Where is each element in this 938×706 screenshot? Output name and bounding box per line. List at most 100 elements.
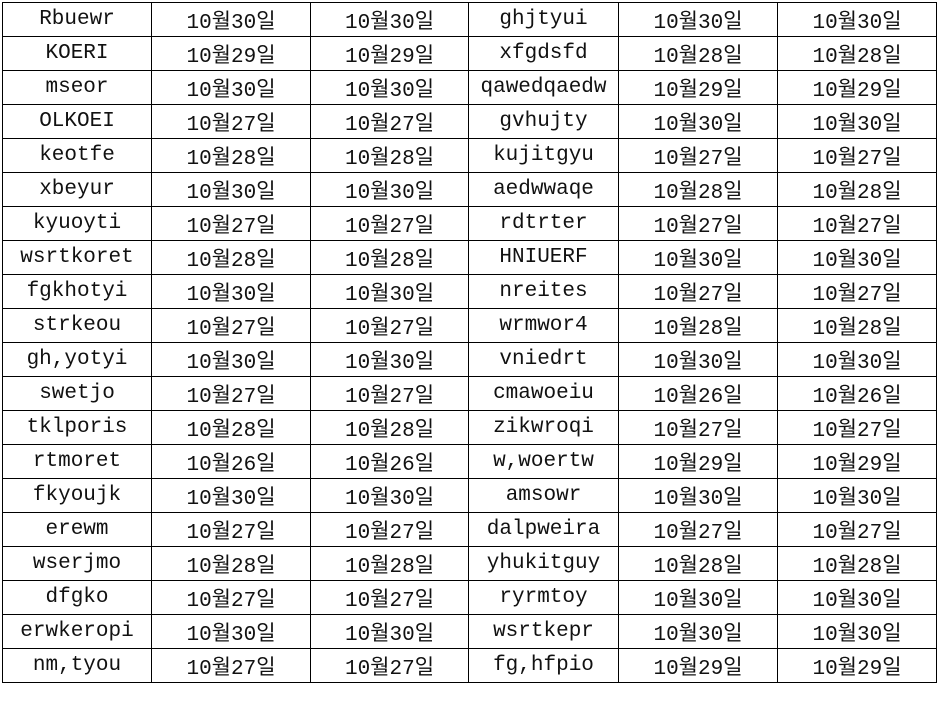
cell[interactable]: wsrtkoret [2,240,152,275]
cell[interactable]: 10월28일 [618,36,778,71]
cell[interactable]: 10월27일 [777,274,937,309]
cell[interactable]: zikwroqi [468,410,619,445]
cell[interactable]: 10월30일 [151,2,311,37]
cell[interactable]: gh,yotyi [2,342,152,377]
cell[interactable]: 10월28일 [777,546,937,581]
cell[interactable]: 10월30일 [151,172,311,207]
cell[interactable]: 10월28일 [151,410,311,445]
cell[interactable]: 10월30일 [618,580,778,615]
cell[interactable]: fg,hfpio [468,648,619,683]
cell[interactable]: 10월30일 [310,172,469,207]
cell[interactable]: 10월29일 [777,648,937,683]
cell[interactable]: 10월26일 [151,444,311,479]
cell[interactable]: 10월30일 [310,614,469,649]
cell[interactable]: 10월30일 [151,614,311,649]
cell[interactable]: 10월27일 [777,410,937,445]
cell[interactable]: wsrtkepr [468,614,619,649]
cell[interactable]: erwkeropi [2,614,152,649]
cell[interactable]: 10월30일 [310,478,469,513]
cell[interactable]: 10월29일 [618,444,778,479]
cell[interactable]: 10월27일 [777,512,937,547]
cell[interactable]: 10월27일 [310,104,469,139]
cell[interactable]: ghjtyui [468,2,619,37]
cell[interactable]: 10월30일 [310,274,469,309]
cell[interactable]: swetjo [2,376,152,411]
cell[interactable]: 10월29일 [310,36,469,71]
cell[interactable]: 10월27일 [151,512,311,547]
cell[interactable]: 10월30일 [310,342,469,377]
cell[interactable]: 10월29일 [151,36,311,71]
cell[interactable]: 10월29일 [618,648,778,683]
cell[interactable]: 10월30일 [151,342,311,377]
cell[interactable]: 10월27일 [151,580,311,615]
cell[interactable]: tklporis [2,410,152,445]
cell[interactable]: rtmoret [2,444,152,479]
cell[interactable]: 10월30일 [777,104,937,139]
cell[interactable]: 10월30일 [618,342,778,377]
cell[interactable]: 10월27일 [310,648,469,683]
cell[interactable]: 10월30일 [777,342,937,377]
cell[interactable]: 10월27일 [151,376,311,411]
cell[interactable]: 10월27일 [618,138,778,173]
cell[interactable]: vniedrt [468,342,619,377]
cell[interactable]: 10월26일 [310,444,469,479]
cell[interactable]: Rbuewr [2,2,152,37]
cell[interactable]: 10월28일 [618,308,778,343]
cell[interactable]: 10월27일 [310,376,469,411]
cell[interactable]: 10월30일 [618,104,778,139]
cell[interactable]: 10월30일 [310,2,469,37]
cell[interactable]: 10월28일 [151,546,311,581]
cell[interactable]: 10월30일 [151,478,311,513]
cell[interactable]: 10월27일 [618,410,778,445]
cell[interactable]: wserjmo [2,546,152,581]
cell[interactable]: 10월28일 [310,138,469,173]
cell[interactable]: 10월27일 [151,648,311,683]
cell[interactable]: mseor [2,70,152,105]
cell[interactable]: kujitgyu [468,138,619,173]
cell[interactable]: 10월26일 [618,376,778,411]
cell[interactable]: 10월28일 [151,240,311,275]
cell[interactable]: 10월30일 [777,580,937,615]
cell[interactable]: 10월30일 [777,478,937,513]
cell[interactable]: 10월28일 [777,308,937,343]
cell[interactable]: xbeyur [2,172,152,207]
cell[interactable]: 10월30일 [618,2,778,37]
cell[interactable]: cmawoeiu [468,376,619,411]
cell[interactable]: 10월30일 [777,240,937,275]
cell[interactable]: dfgko [2,580,152,615]
cell[interactable]: dalpweira [468,512,619,547]
cell[interactable]: 10월30일 [310,70,469,105]
cell[interactable]: amsowr [468,478,619,513]
cell[interactable]: w,woertw [468,444,619,479]
cell[interactable]: 10월30일 [151,70,311,105]
cell[interactable]: nm,tyou [2,648,152,683]
cell[interactable]: 10월28일 [310,240,469,275]
cell[interactable]: 10월30일 [618,240,778,275]
cell[interactable]: 10월29일 [618,70,778,105]
cell[interactable]: 10월27일 [310,308,469,343]
cell[interactable]: ryrmtoy [468,580,619,615]
cell[interactable]: 10월28일 [310,546,469,581]
cell[interactable]: aedwwaqe [468,172,619,207]
cell[interactable]: KOERI [2,36,152,71]
cell[interactable]: 10월28일 [151,138,311,173]
cell[interactable]: 10월28일 [777,36,937,71]
cell[interactable]: 10월26일 [777,376,937,411]
cell[interactable]: 10월27일 [618,512,778,547]
cell[interactable]: 10월27일 [151,308,311,343]
cell[interactable]: kyuoyti [2,206,152,241]
cell[interactable]: 10월30일 [777,614,937,649]
cell[interactable]: rdtrter [468,206,619,241]
cell[interactable]: 10월27일 [310,580,469,615]
cell[interactable]: qawedqaedw [468,70,619,105]
cell[interactable]: 10월27일 [310,206,469,241]
cell[interactable]: fgkhotyi [2,274,152,309]
cell[interactable]: 10월27일 [151,206,311,241]
cell[interactable]: nreites [468,274,619,309]
cell[interactable]: 10월28일 [777,172,937,207]
cell[interactable]: 10월27일 [618,274,778,309]
cell[interactable]: gvhujty [468,104,619,139]
cell[interactable]: 10월29일 [777,444,937,479]
cell[interactable]: HNIUERF [468,240,619,275]
cell[interactable]: 10월30일 [618,614,778,649]
